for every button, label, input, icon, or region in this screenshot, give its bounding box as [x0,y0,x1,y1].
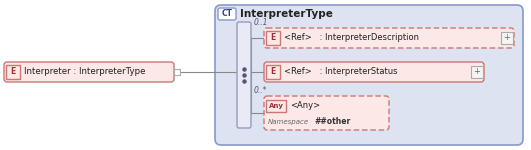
FancyBboxPatch shape [6,65,20,79]
Text: 0..*: 0..* [254,86,268,95]
Text: <Ref>   : InterpreterDescription: <Ref> : InterpreterDescription [284,33,419,42]
Text: E: E [270,68,276,76]
FancyBboxPatch shape [264,62,484,82]
FancyBboxPatch shape [218,8,236,20]
FancyBboxPatch shape [237,22,251,128]
FancyBboxPatch shape [174,69,180,75]
FancyBboxPatch shape [215,5,523,145]
Text: InterpreterType: InterpreterType [240,9,333,19]
Text: E: E [270,33,276,42]
FancyBboxPatch shape [264,96,389,130]
Text: E: E [11,68,15,76]
Text: +: + [474,68,481,76]
Text: Any: Any [269,103,284,109]
FancyBboxPatch shape [266,31,280,45]
FancyBboxPatch shape [4,62,174,82]
FancyBboxPatch shape [471,66,483,78]
FancyBboxPatch shape [266,65,280,79]
FancyBboxPatch shape [501,32,513,44]
Text: CT: CT [221,9,233,18]
FancyBboxPatch shape [266,100,286,112]
Text: ##other: ##other [314,117,350,126]
FancyBboxPatch shape [264,28,514,48]
Text: 0..1: 0..1 [254,18,269,27]
Text: <Any>: <Any> [290,102,320,111]
Text: Interpreter : InterpreterType: Interpreter : InterpreterType [24,68,145,76]
Text: Namespace: Namespace [268,119,309,125]
Text: <Ref>   : InterpreterStatus: <Ref> : InterpreterStatus [284,68,398,76]
Text: +: + [503,33,510,42]
